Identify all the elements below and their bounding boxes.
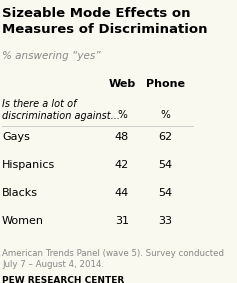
Text: %: % (160, 110, 170, 120)
Text: 48: 48 (115, 132, 129, 142)
Text: 54: 54 (158, 188, 172, 198)
Text: Gays: Gays (2, 132, 30, 142)
Text: American Trends Panel (wave 5). Survey conducted
July 7 – August 4, 2014.: American Trends Panel (wave 5). Survey c… (2, 248, 224, 269)
Text: Web: Web (108, 79, 136, 89)
Text: 44: 44 (115, 188, 129, 198)
Text: 42: 42 (115, 160, 129, 170)
Text: Blacks: Blacks (2, 188, 38, 198)
Text: 33: 33 (158, 216, 172, 226)
Text: 54: 54 (158, 160, 172, 170)
Text: Phone: Phone (146, 79, 185, 89)
Text: %: % (117, 110, 127, 120)
Text: 62: 62 (158, 132, 172, 142)
Text: Hispanics: Hispanics (2, 160, 55, 170)
Text: % answering “yes”: % answering “yes” (2, 51, 100, 61)
Text: Women: Women (2, 216, 44, 226)
Text: PEW RESEARCH CENTER: PEW RESEARCH CENTER (2, 276, 124, 283)
Text: Sizeable Mode Effects on
Measures of Discrimination: Sizeable Mode Effects on Measures of Dis… (2, 7, 207, 36)
Text: Is there a lot of
discrimination against...: Is there a lot of discrimination against… (2, 99, 120, 121)
Text: 31: 31 (115, 216, 129, 226)
